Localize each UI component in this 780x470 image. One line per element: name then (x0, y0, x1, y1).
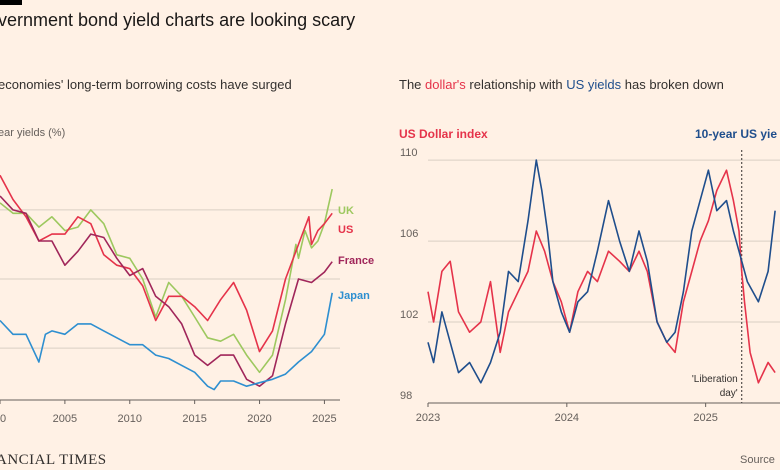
series-label-uk: UK (338, 205, 354, 217)
left-chart-y-label: ear yields (%) (0, 127, 66, 139)
subtitle-part: The (399, 77, 426, 92)
series-label-france: France (338, 255, 374, 267)
ft-brand-bar (0, 0, 22, 5)
x-tick-label: 2020 (247, 413, 271, 425)
source-note: Source (740, 454, 775, 466)
x-tick-label: 2005 (53, 413, 77, 425)
annotation-label: day' (720, 388, 738, 399)
right-chart-subtitle: The dollar's relationship with US yields… (399, 77, 724, 92)
page-title: vernment bond yield charts are looking s… (0, 10, 356, 30)
legend-us-dollar-index: US Dollar index (399, 127, 488, 141)
annotation-label: 'Liberation (692, 374, 738, 385)
y-tick-label: 110 (400, 147, 418, 159)
y-tick-label: 102 (400, 309, 418, 321)
x-tick-label: 2025 (312, 413, 336, 425)
x-tick-label: 0 (0, 413, 6, 425)
y-tick-label: 98 (400, 390, 412, 402)
subtitle-part: has broken down (621, 77, 724, 92)
y-tick-label: 106 (400, 228, 418, 240)
series-line-uk (0, 188, 333, 374)
series-label-us: US (338, 224, 353, 236)
series-line-us-dollar-index (427, 169, 776, 384)
subtitle-part: relationship with (465, 77, 567, 92)
series-line-us (0, 174, 333, 353)
ft-logo: ANCIAL TIMES (0, 452, 107, 468)
series-line-france (0, 195, 333, 388)
x-tick-label: 2010 (118, 413, 142, 425)
x-tick-label: 2023 (416, 412, 440, 424)
legend-10-year-us-yields: 10-year US yie (695, 127, 778, 141)
subtitle-yields-highlight: US yields (566, 77, 622, 92)
x-tick-label: 2024 (555, 412, 579, 424)
left-chart-subtitle: economies' long-term borrowing costs hav… (0, 77, 292, 92)
subtitle-dollar-highlight: dollar's (425, 77, 466, 92)
x-tick-label: 2025 (693, 412, 717, 424)
x-tick-label: 2015 (182, 413, 206, 425)
series-label-japan: Japan (338, 290, 370, 302)
series-line-japan (0, 292, 333, 391)
series-line-10-year-us-yields (427, 159, 776, 384)
